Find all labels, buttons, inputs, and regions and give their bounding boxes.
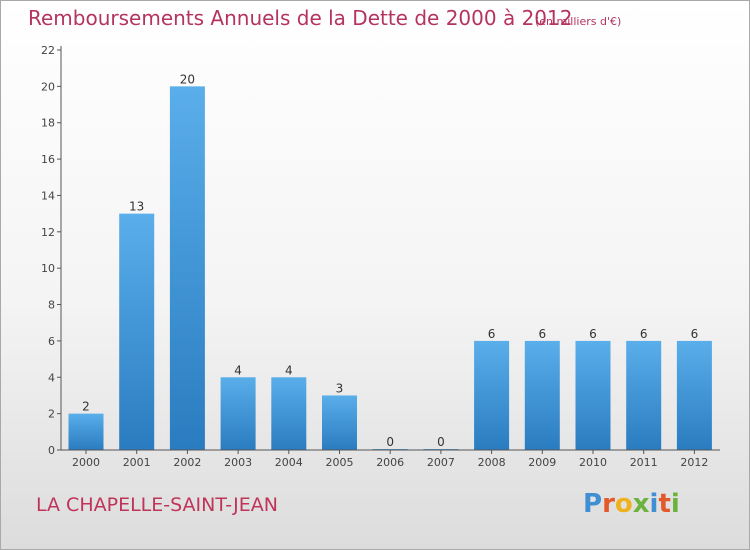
bar-value-label: 4 [234, 363, 242, 377]
y-tick-label: 16 [41, 153, 55, 166]
bar [626, 340, 662, 450]
bar-value-label: 13 [129, 200, 144, 214]
x-tick-label: 2002 [173, 456, 201, 469]
logo-letter: r [602, 489, 615, 519]
x-tick-label: 2011 [630, 456, 658, 469]
bar-value-label: 2 [82, 400, 90, 414]
location-name: LA CHAPELLE-SAINT-JEAN [36, 494, 278, 516]
bar-value-label: 0 [437, 435, 445, 449]
bar [271, 377, 307, 450]
bar-value-label: 6 [691, 327, 699, 341]
x-tick-label: 2010 [579, 456, 607, 469]
bar [220, 377, 256, 450]
logo-letter: o [614, 489, 633, 519]
y-tick-label: 14 [41, 189, 55, 202]
x-tick-label: 2006 [376, 456, 404, 469]
bar [524, 340, 560, 450]
bar-value-label: 6 [640, 327, 648, 341]
x-tick-label: 2012 [680, 456, 708, 469]
x-tick-label: 2008 [478, 456, 506, 469]
bar [119, 213, 155, 450]
logo-letter: i [670, 489, 680, 519]
logo-letter: t [658, 489, 671, 519]
bar-value-label: 4 [285, 363, 293, 377]
bar [474, 340, 510, 450]
logo-letter: P [583, 489, 603, 519]
x-tick-label: 2000 [72, 456, 100, 469]
bar [68, 413, 104, 450]
y-tick-label: 10 [41, 262, 55, 275]
bar-value-label: 6 [589, 327, 597, 341]
bar [575, 340, 611, 450]
y-tick-label: 0 [48, 444, 55, 457]
chart-subtitle: (en milliers d'€) [535, 15, 622, 28]
logo-letter: x [632, 489, 650, 519]
y-tick-label: 18 [41, 117, 55, 130]
bar-value-label: 3 [336, 381, 344, 395]
bar-value-label: 6 [538, 327, 546, 341]
x-tick-label: 2007 [427, 456, 455, 469]
x-tick-label: 2004 [275, 456, 303, 469]
bar-value-label: 6 [488, 327, 496, 341]
bar [676, 340, 712, 450]
y-tick-label: 8 [48, 299, 55, 312]
y-tick-label: 22 [41, 44, 55, 57]
y-tick-label: 12 [41, 226, 55, 239]
bars-layer: 2 13 20 4 4 3 0 0 6 6 6 6 6 [68, 72, 712, 450]
y-tick-label: 2 [48, 408, 55, 421]
bar-value-label: 20 [180, 72, 195, 86]
chart-title: Remboursements Annuels de la Dette de 20… [28, 6, 573, 30]
y-tick-label: 6 [48, 335, 55, 348]
x-tick-label: 2001 [123, 456, 151, 469]
bar [322, 395, 357, 450]
x-tick-label: 2005 [326, 456, 354, 469]
x-tick-label: 2009 [528, 456, 556, 469]
y-tick-label: 4 [48, 371, 55, 384]
x-tick-label: 2003 [224, 456, 252, 469]
bar [169, 86, 205, 450]
y-tick-label: 20 [41, 80, 55, 93]
proxiti-logo: Proxiti [583, 489, 680, 519]
logo-letter: i [649, 489, 659, 519]
bar-value-label: 0 [386, 435, 394, 449]
